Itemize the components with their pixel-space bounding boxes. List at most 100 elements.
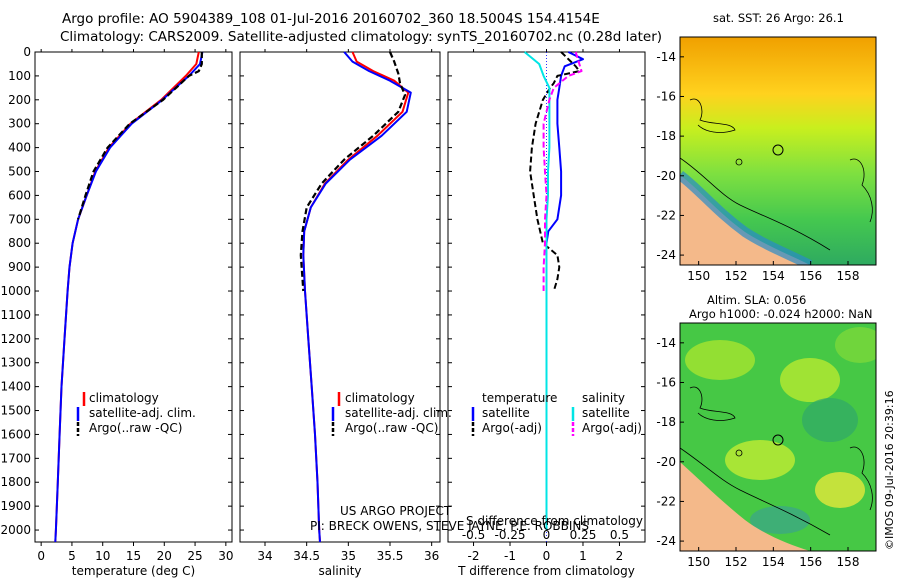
map-y-tick-label: -14 xyxy=(656,336,676,350)
y-tick-label: 1000 xyxy=(0,284,31,298)
y-tick-label: 0 xyxy=(23,45,31,59)
y-tick-label: 1100 xyxy=(0,308,31,322)
temperature-panel: 0 5 10 15 20 25 300100200300400500600700800900… xyxy=(0,45,233,578)
difference-panel: -2 -1 0 1 2T difference from climatology -0.5… xyxy=(447,49,646,578)
top-tick-label: 0.25 xyxy=(570,528,597,542)
map-y-tick-label: -16 xyxy=(656,89,676,103)
pi-credit: PI: BRECK OWENS, STEVE JAYNE, P.E. ROBBI… xyxy=(310,519,589,533)
x-tick-label: 34.5 xyxy=(293,549,320,563)
x-tick-label: -1 xyxy=(504,549,516,563)
series-line-s-satellite xyxy=(523,51,551,530)
map-y-tick-label: -24 xyxy=(656,534,676,548)
y-tick-label: 2000 xyxy=(0,523,31,537)
y-tick-label: 200 xyxy=(8,93,31,107)
project-credit: US ARGO PROJECT xyxy=(340,504,452,518)
y-tick-label: 800 xyxy=(8,236,31,250)
top-tick-label: -0.25 xyxy=(494,528,525,542)
x-tick-label: 34 xyxy=(257,549,272,563)
title-line-1: Argo profile: AO 5904389_108 01-Jul-2016… xyxy=(62,11,600,27)
map-x-tick-label: 156 xyxy=(799,269,822,283)
y-tick-label: 600 xyxy=(8,188,31,202)
map-y-tick-label: -18 xyxy=(656,129,676,143)
legend-header-salinity: salinity xyxy=(582,391,625,405)
x-tick-label: 35 xyxy=(341,549,356,563)
x-tick-label: 0 xyxy=(543,549,551,563)
x-tick-label: 15 xyxy=(126,549,141,563)
legend-argo-t: Argo(..raw -QC) xyxy=(89,421,182,435)
top-tick-label: 0.5 xyxy=(610,528,629,542)
s-difference-label: S difference from climatology xyxy=(466,514,643,528)
map-x-tick-label: 156 xyxy=(799,555,822,569)
x-tick-label: -2 xyxy=(468,549,480,563)
x-tick-label: 5 xyxy=(68,549,76,563)
y-tick-label: 1200 xyxy=(0,332,31,346)
x-tick-label: 36 xyxy=(424,549,439,563)
map-y-tick-label: -14 xyxy=(656,50,676,64)
x-tick-label: 2 xyxy=(616,549,624,563)
series-line-t-argo-adj- xyxy=(529,51,581,292)
sst-map-axes: 150 152 154 156 158 -14 -16 -18 -20 -22 -24 xyxy=(656,50,859,283)
top-tick-label: -0.5 xyxy=(462,528,485,542)
map-y-tick-label: -20 xyxy=(656,169,676,183)
x-tick-label: 30 xyxy=(218,549,233,563)
y-tick-label: 1600 xyxy=(0,427,31,441)
legend-t-argo: Argo(-adj) xyxy=(482,421,542,435)
plot-frame xyxy=(239,51,441,543)
map-y-tick-label: -22 xyxy=(656,208,676,222)
x-tick-label: 35.5 xyxy=(377,549,404,563)
map-y-tick-label: -24 xyxy=(656,248,676,262)
x-axis-label: temperature (deg C) xyxy=(72,564,195,578)
y-tick-label: 1400 xyxy=(0,380,31,394)
x-axis-label: salinity xyxy=(318,564,361,578)
map-y-tick-label: -18 xyxy=(656,415,676,429)
series-line-satellite-adj-clim- xyxy=(302,51,412,543)
top-tick-label: 0 xyxy=(543,528,551,542)
series-line-argo-raw-qc- xyxy=(299,51,407,292)
map-y-tick-label: -22 xyxy=(656,494,676,508)
salinity-panel: 34 34.5 35 35.5 36 salinity xyxy=(239,49,441,578)
x-tick-label: 1 xyxy=(579,549,587,563)
sla-map xyxy=(680,323,876,551)
legend-satellite-t: satellite-adj. clim. xyxy=(89,406,196,420)
legend-s-argo: Argo(-adj) xyxy=(582,421,642,435)
y-tick-label: 1800 xyxy=(0,475,31,489)
plot-frame xyxy=(34,51,233,543)
y-tick-label: 1700 xyxy=(0,451,31,465)
y-tick-label: 100 xyxy=(8,69,31,83)
map-y-tick-label: -20 xyxy=(656,455,676,469)
y-tick-label: 400 xyxy=(8,141,31,155)
temperature-legend: climatology satellite-adj. clim. Argo(..… xyxy=(76,391,196,436)
series-line-argo-raw-qc- xyxy=(77,52,203,220)
legend-climatology-t: climatology xyxy=(89,391,159,405)
map-x-tick-label: 152 xyxy=(725,555,748,569)
x-tick-label: 20 xyxy=(157,549,172,563)
sla-map-axes: 150 152 154 156 158 -14 -16 -18 -20 -22 -24 xyxy=(656,336,859,569)
salinity-legend: climatology satellite-adj. clim. Argo(..… xyxy=(331,391,452,436)
map-x-tick-label: 154 xyxy=(762,555,785,569)
map-x-tick-label: 150 xyxy=(687,555,710,569)
map-x-tick-label: 150 xyxy=(687,269,710,283)
map-x-tick-label: 154 xyxy=(762,269,785,283)
legend-argo-s: Argo(..raw -QC) xyxy=(345,421,438,435)
legend-climatology-s: climatology xyxy=(345,391,415,405)
x-axis-label: T difference from climatology xyxy=(457,564,635,578)
map-x-tick-label: 152 xyxy=(725,269,748,283)
sla-map-frame xyxy=(679,322,877,552)
sst-map-title: sat. SST: 26 Argo: 26.1 xyxy=(713,11,844,25)
legend-header-temperature: temperature xyxy=(482,391,557,405)
y-tick-label: 500 xyxy=(8,165,31,179)
x-tick-label: 25 xyxy=(187,549,202,563)
legend-s-satellite: satellite xyxy=(582,406,630,420)
title-line-2: Climatology: CARS2009. Satellite-adjuste… xyxy=(60,29,662,45)
y-tick-label: 1500 xyxy=(0,404,31,418)
sla-map-title-1: Altim. SLA: 0.056 xyxy=(707,293,806,307)
map-x-tick-label: 158 xyxy=(837,555,860,569)
series-line-s-argo-adj- xyxy=(542,51,583,291)
x-tick-label: 0 xyxy=(37,549,45,563)
legend-satellite-s: satellite-adj. clim. xyxy=(345,406,452,420)
sla-map-title-2: Argo h1000: -0.024 h2000: NaN xyxy=(689,307,873,321)
legend-t-satellite: satellite xyxy=(482,406,530,420)
x-tick-label: 10 xyxy=(95,549,110,563)
